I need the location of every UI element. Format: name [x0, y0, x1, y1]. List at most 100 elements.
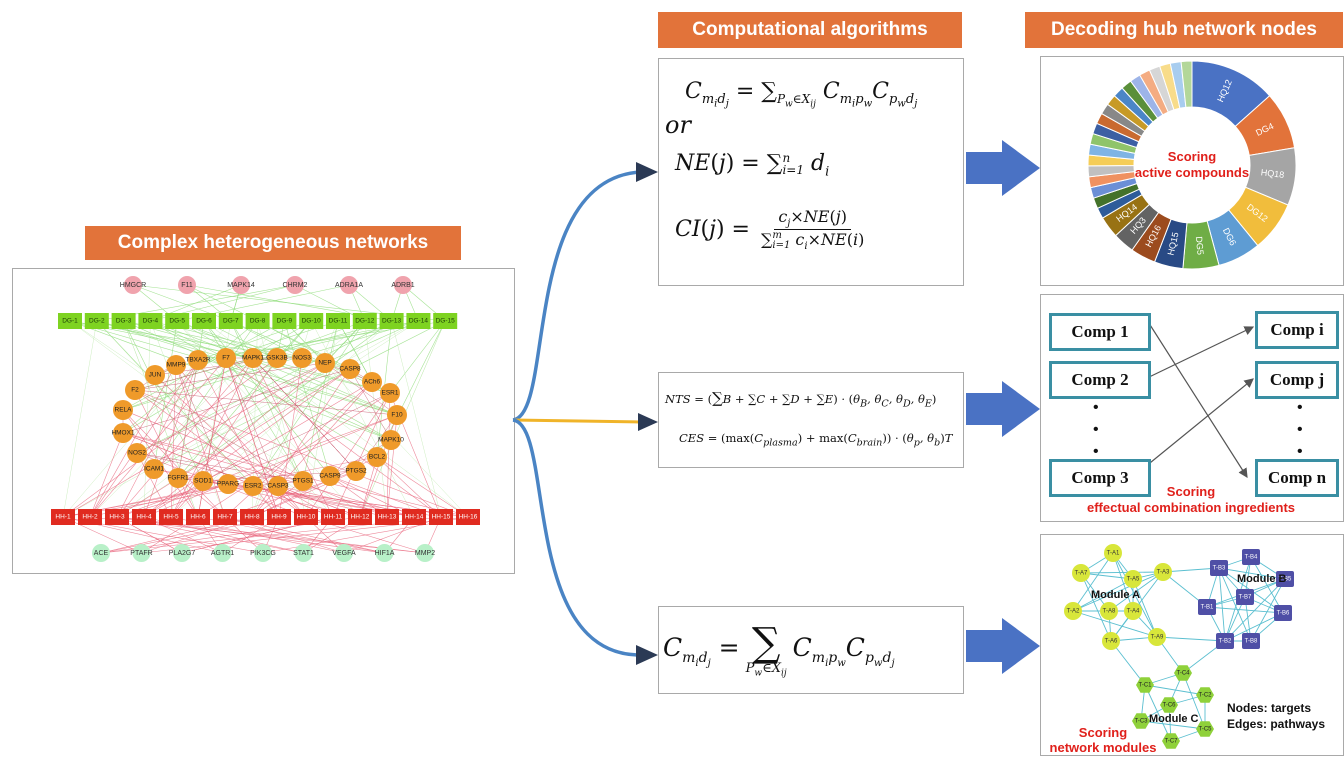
module-node-label: T-A6 — [1105, 639, 1118, 645]
network-node-label: ACh6 — [364, 379, 381, 386]
network-node — [192, 313, 216, 329]
formula-ci: CI(j) = cj×NE(j) ∑m i=1 ci×NE(i) — [675, 207, 865, 253]
network-node — [267, 509, 291, 525]
network-node-label: CASP8 — [339, 366, 361, 373]
comp-right-n: Comp n — [1255, 459, 1339, 497]
network-node-label: HH-14 — [405, 514, 424, 521]
network-node-label: HH-7 — [217, 514, 233, 521]
network-node — [178, 276, 196, 294]
network-node-label: STAT1 — [293, 550, 314, 557]
module-node — [1196, 721, 1214, 737]
network-node — [243, 348, 263, 368]
module-node — [1072, 564, 1090, 582]
network-node-label: DG-10 — [302, 318, 322, 325]
network-node — [346, 461, 366, 481]
network-node-label: F10 — [391, 412, 403, 419]
module-network: T-A1 T-A7 T-A5 T-A3 T-A2 T-A8 T-A4 T-A6 T-A9 T-B3… — [1064, 544, 1294, 749]
network-node — [375, 544, 394, 562]
network-node — [166, 355, 186, 375]
network-node-label: DG-3 — [116, 318, 132, 325]
network-node — [268, 476, 288, 496]
network-node-label: HH-5 — [163, 514, 179, 521]
module-node — [1210, 560, 1228, 576]
network-node-label: GSK3B — [266, 355, 288, 362]
module-node-label: T-A2 — [1067, 609, 1080, 615]
network-node — [375, 509, 399, 525]
network-node — [367, 447, 387, 467]
combination-arrows — [1144, 316, 1255, 479]
network-node-label: FGFR1 — [167, 475, 189, 482]
network-node-label: MAPK1 — [242, 355, 264, 362]
network-node — [111, 313, 136, 329]
module-node-label: T-C3 — [1134, 719, 1148, 725]
network-node-label: MAPK14 — [227, 282, 255, 289]
donut-segment-label: DG5 — [1194, 236, 1206, 255]
network-node-label: ICAM1 — [144, 466, 164, 473]
network-node-label: DG-15 — [436, 318, 456, 325]
network-node — [127, 443, 147, 463]
network-node-label: HH-12 — [351, 514, 370, 521]
donut-segment — [1180, 60, 1193, 108]
network-node-label: HH-13 — [378, 514, 397, 521]
network-node-label: HH-10 — [297, 514, 316, 521]
dot: • — [1093, 399, 1099, 416]
network-node-label: DG-12 — [355, 318, 375, 325]
module-node — [1160, 697, 1178, 713]
module-node-label: T-C4 — [1176, 671, 1190, 677]
network-node — [254, 544, 272, 562]
donut-panel: HQ12 DG4 HQ18 DG12 DG6 DG5 HQ15 HQ16 HQ3 HQ14 Sco… — [1040, 56, 1344, 286]
block-arrow-2 — [966, 381, 1040, 437]
network-node-label: PTGS2 — [345, 468, 367, 475]
formula-nts: NTS = (∑B + ∑C + ∑D + ∑E) · (θB, θC, θD,… — [665, 389, 937, 410]
network-node-label: DG-9 — [277, 318, 293, 325]
network-node-label: NOS3 — [293, 355, 311, 362]
combination-panel: Comp 1 Comp 2 Comp 3 Comp i Comp j Comp … — [1040, 294, 1344, 522]
network-node — [402, 509, 426, 525]
formula-ces: CES = (max(Cplasma) + max(Cbrain)) · (θp… — [679, 431, 953, 449]
module-node-label: T-C7 — [1164, 739, 1178, 745]
network-node — [381, 430, 401, 450]
network-node-label: HH-16 — [459, 514, 478, 521]
network-node — [299, 313, 324, 329]
network-node — [320, 466, 340, 486]
network-node-label: PTGS1 — [292, 478, 314, 485]
network-node — [188, 350, 208, 370]
network-node-label: F7 — [222, 355, 230, 362]
comp-right-i: Comp i — [1255, 311, 1339, 349]
arrow-comp2-compi — [1144, 326, 1255, 380]
network-node-label: NEP — [318, 360, 331, 367]
network-node — [406, 313, 431, 329]
block-arrow-3 — [966, 618, 1040, 674]
network-node — [145, 365, 165, 385]
network-node — [92, 544, 110, 562]
modules-panel: T-A1 T-A7 T-A5 T-A3 T-A2 T-A8 T-A4 T-A6 T-A9 T-B3… — [1040, 534, 1344, 756]
network-node — [193, 471, 213, 491]
network-node-label: F2 — [131, 387, 139, 394]
network-node-label: RELA — [115, 407, 133, 414]
module-c-label: Module C — [1149, 713, 1199, 725]
network-node-label: HH-6 — [190, 514, 206, 521]
network-node-label: PPARG — [217, 481, 239, 488]
formula-panel-2: NTS = (∑B + ∑C + ∑D + ∑E) · (θB, θC, θD,… — [658, 372, 964, 468]
arrow-comp3-compj — [1144, 378, 1254, 468]
module-node-label: T-C5 — [1198, 727, 1212, 733]
network-node — [294, 509, 318, 525]
module-node — [1102, 632, 1120, 650]
module-node — [1162, 733, 1180, 749]
network-node — [272, 313, 297, 329]
network-node — [144, 459, 164, 479]
module-node-label: T-A3 — [1157, 570, 1170, 576]
module-b-label: Module B — [1237, 573, 1287, 585]
network-node — [78, 509, 102, 525]
network-node-label: MMP9 — [167, 362, 186, 369]
network-node — [216, 348, 236, 368]
network-node — [293, 471, 313, 491]
network-node-label: DG-14 — [409, 318, 429, 325]
header-complex-networks: Complex heterogeneous networks — [85, 226, 461, 260]
combination-caption-line1: Scoring — [1166, 484, 1216, 499]
network-node-label: HH-8 — [244, 514, 260, 521]
combination-caption-line2: effectual combination ingredients — [1086, 500, 1296, 515]
network-node-label: DG-1 — [62, 318, 78, 325]
module-node-label: T-A7 — [1075, 571, 1088, 577]
